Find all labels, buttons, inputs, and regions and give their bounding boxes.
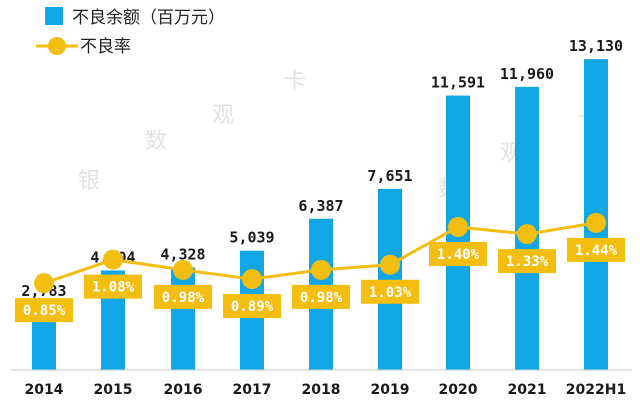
rate-marker xyxy=(448,216,468,237)
x-axis-tick-labels: 2014 2015 2016 2017 2018 2019 2020 2021 2022H1 xyxy=(25,382,627,398)
bar-2019 xyxy=(378,188,402,370)
rate-marker xyxy=(173,259,193,280)
bar-value-label: 4,328 xyxy=(160,246,205,264)
rate-marker xyxy=(586,212,606,233)
rate-marker xyxy=(380,254,400,275)
rate-label-box xyxy=(429,241,487,266)
rate-label-text: 0.89% xyxy=(231,299,274,315)
bar-value-label: 6,387 xyxy=(298,197,343,215)
legend-line-label: 不良率 xyxy=(80,37,131,57)
rate-label: 1.40% xyxy=(429,241,487,266)
rate-line-series xyxy=(34,212,606,294)
rate-label-text: 1.03% xyxy=(369,285,412,301)
rate-label: 1.08% xyxy=(84,274,142,299)
rate-label-box xyxy=(498,249,556,274)
watermark-char: 数 xyxy=(145,129,167,154)
rate-label: 0.89% xyxy=(223,294,281,319)
rate-value-labels: 0.85% 1.08% 0.98% 0.89% 0.98% 1.03% 1.40% 1.33%… xyxy=(15,237,625,323)
legend-bar-label: 不良余额（百万元） xyxy=(72,8,225,28)
bar-value-label: 11,960 xyxy=(500,65,554,83)
rate-marker xyxy=(517,224,537,245)
rate-label-box xyxy=(567,237,625,262)
rate-label-box xyxy=(84,274,142,299)
rate-label-text: 1.08% xyxy=(92,280,135,296)
legend-bar-swatch xyxy=(45,7,63,25)
watermark-char: 卡 xyxy=(284,69,306,94)
rate-label-box xyxy=(15,298,73,323)
rate-label-text: 0.98% xyxy=(162,290,205,306)
rate-label-text: 1.33% xyxy=(506,254,549,270)
rate-label: 0.98% xyxy=(292,284,350,309)
x-tick-label: 2018 xyxy=(302,382,341,398)
rate-label-text: 0.98% xyxy=(300,290,343,306)
rate-marker xyxy=(103,249,123,270)
rate-label-box xyxy=(154,284,212,309)
watermark-char: 银 xyxy=(78,169,100,194)
x-tick-label: 2015 xyxy=(94,382,133,398)
rate-label-text: 0.85% xyxy=(23,303,66,319)
bar-value-label: 11,591 xyxy=(431,74,485,92)
rate-marker xyxy=(34,273,54,294)
rate-label-box xyxy=(292,284,350,309)
rate-label: 0.85% xyxy=(15,298,73,323)
watermark-char: 观 xyxy=(212,103,234,128)
rate-label-text: 1.44% xyxy=(575,243,618,259)
rate-label-text: 1.40% xyxy=(437,247,480,263)
legend: 不良余额（百万元） 不良率 xyxy=(36,7,225,57)
bar-value-labels: 2,7834,2044,3285,0396,3877,65111,59111,9… xyxy=(21,37,623,300)
x-tick-label: 2019 xyxy=(371,382,410,398)
rate-marker xyxy=(242,269,262,290)
bar-value-label: 13,130 xyxy=(569,37,623,55)
x-tick-label: 2016 xyxy=(164,382,203,398)
rate-label-box xyxy=(361,279,419,304)
rate-label: 0.98% xyxy=(154,284,212,309)
x-tick-label: 2017 xyxy=(233,382,272,398)
rate-label: 1.44% xyxy=(567,237,625,262)
x-tick-label: 2014 xyxy=(25,382,64,398)
legend-line-marker xyxy=(48,37,66,55)
rate-label: 1.03% xyxy=(361,279,419,304)
rate-label: 1.33% xyxy=(498,249,556,274)
rate-marker xyxy=(311,259,331,280)
x-tick-label: 2021 xyxy=(508,382,547,398)
bar-2016 xyxy=(171,267,195,370)
bar-value-label: 7,651 xyxy=(367,167,412,185)
x-tick-label: 2020 xyxy=(439,382,478,398)
bar-value-label: 5,039 xyxy=(229,229,274,247)
rate-label-box xyxy=(223,294,281,319)
x-tick-label: 2022H1 xyxy=(566,382,626,398)
